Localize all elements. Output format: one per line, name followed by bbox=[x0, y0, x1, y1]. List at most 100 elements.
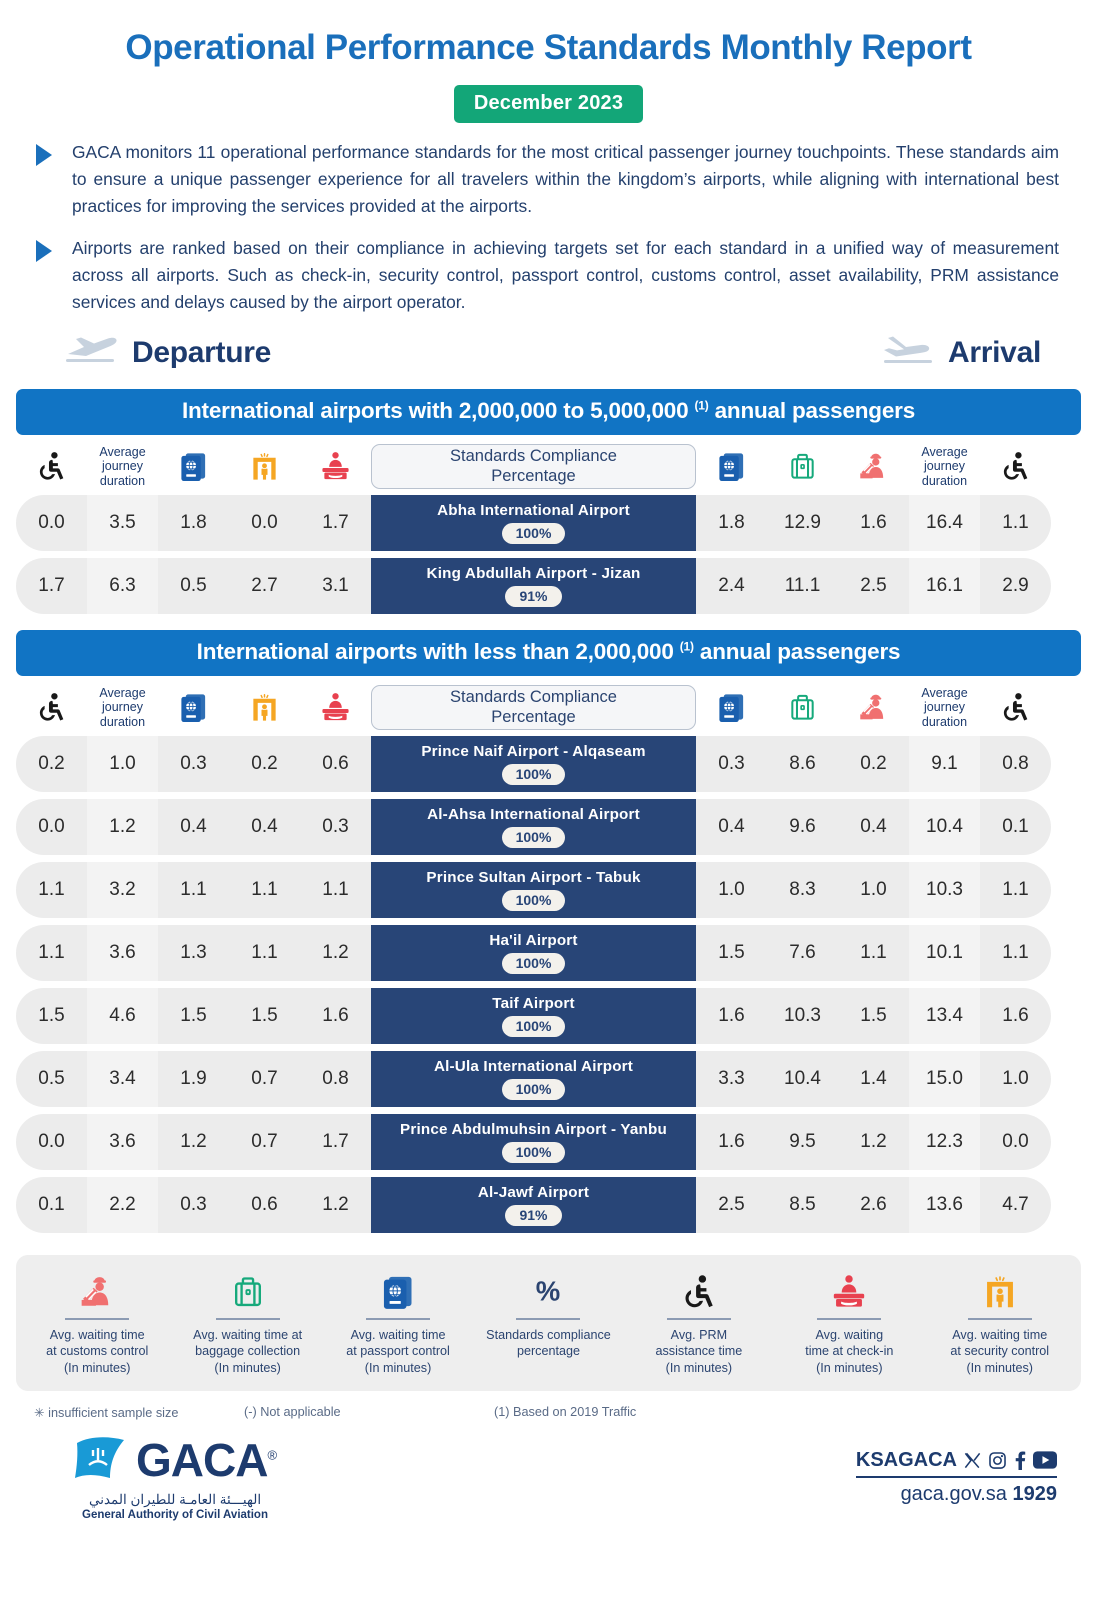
security-gate-icon bbox=[982, 1271, 1018, 1313]
table-row: 0.0 3.6 1.2 0.7 1.7 Prince Abdulmuhsin Airpor… bbox=[16, 1113, 1081, 1170]
instagram-icon[interactable] bbox=[988, 1451, 1007, 1470]
passport-icon-arrival bbox=[696, 680, 767, 736]
gaca-logo-top: GACA® bbox=[74, 1434, 277, 1487]
compliance-percentage-badge: 100% bbox=[501, 826, 566, 848]
cell-departure-4: 1.1 bbox=[300, 861, 371, 918]
compliance-percentage-badge: 91% bbox=[505, 585, 562, 607]
intro-paragraph-1: GACA monitors 11 operational performance… bbox=[72, 142, 1059, 216]
facebook-icon[interactable] bbox=[1013, 1451, 1027, 1470]
airport-compliance-cell: Ha'il Airport 100% bbox=[371, 924, 696, 981]
cell-arrival-3: 13.6 bbox=[909, 1176, 980, 1233]
baggage-icon bbox=[230, 1271, 266, 1313]
avg-journey-label: Average journey duration bbox=[99, 685, 146, 730]
airport-compliance-cell: King Abdullah Airport - Jizan 91% bbox=[371, 557, 696, 614]
airport-name: Ha'il Airport bbox=[489, 931, 578, 949]
footnote-insufficient-sample: ✳ insufficient sample size bbox=[34, 1405, 179, 1420]
airport-compliance-cell: Prince Abdulmuhsin Airport - Yanbu 100% bbox=[371, 1113, 696, 1170]
social-handle-text: KSAGACA bbox=[855, 1448, 957, 1471]
standards-compliance-header: Standards Compliance Percentage bbox=[371, 680, 696, 736]
table-row: 1.1 3.6 1.3 1.1 1.2 Ha'il Airport 100% 1.5 7.6 1.… bbox=[16, 924, 1081, 981]
cell-arrival-3: 16.1 bbox=[909, 557, 980, 614]
table-row: 0.0 1.2 0.4 0.4 0.3 Al-Ahsa International Air… bbox=[16, 798, 1081, 855]
cell-departure-4: 1.2 bbox=[300, 1176, 371, 1233]
standards-compliance-header: Standards Compliance Percentage bbox=[371, 439, 696, 495]
airport-name: Abha International Airport bbox=[437, 501, 630, 519]
legend-divider bbox=[666, 1317, 731, 1320]
airports-table-1: Average journey duration Standards Compli… bbox=[16, 439, 1081, 614]
percent-icon: % bbox=[530, 1271, 566, 1313]
sections-root: International airports with 2,000,000 to… bbox=[16, 388, 1081, 1233]
cell-arrival-4: 1.1 bbox=[980, 924, 1051, 981]
wheelchair-icon-arrival bbox=[980, 680, 1051, 736]
cell-departure-3: 0.0 bbox=[229, 494, 300, 551]
cell-arrival-2: 2.5 bbox=[838, 557, 909, 614]
cell-departure-4: 1.2 bbox=[300, 924, 371, 981]
cell-arrival-1: 8.6 bbox=[767, 735, 838, 792]
cell-arrival-0: 0.3 bbox=[696, 735, 767, 792]
cell-departure-1: 3.6 bbox=[87, 1113, 158, 1170]
banner-text-pre: International airports with 2,000,000 to… bbox=[181, 397, 689, 423]
legend-divider bbox=[516, 1317, 581, 1320]
registered-mark: ® bbox=[267, 1447, 277, 1463]
passport-icon bbox=[380, 1271, 416, 1313]
departure-arrival-header: Departure Arrival bbox=[64, 334, 1041, 373]
cell-departure-0: 0.1 bbox=[16, 1176, 87, 1233]
avg-journey-label: Average journey duration bbox=[921, 444, 968, 489]
legend-label: Avg. waiting time at baggage collection … bbox=[193, 1327, 303, 1375]
standards-compliance-label: Standards Compliance Percentage bbox=[371, 444, 696, 490]
table-row: 0.0 3.5 1.8 0.0 1.7 Abha International Airpor… bbox=[16, 494, 1081, 551]
cell-arrival-0: 1.6 bbox=[696, 1113, 767, 1170]
svg-text:%: % bbox=[536, 1275, 560, 1306]
cell-departure-3: 1.1 bbox=[229, 861, 300, 918]
customs-officer-icon-arrival bbox=[838, 680, 909, 736]
avg-journey-label: Average journey duration bbox=[99, 444, 146, 489]
cell-departure-1: 3.4 bbox=[87, 1050, 158, 1107]
cell-arrival-0: 1.0 bbox=[696, 861, 767, 918]
website-text[interactable]: gaca.gov.sa bbox=[900, 1482, 1007, 1505]
table-row: 1.5 4.6 1.5 1.5 1.6 Taif Airport 100% 1.6 10.3 1.… bbox=[16, 987, 1081, 1044]
airports-table-2: Average journey duration Standards Compli… bbox=[16, 680, 1081, 1233]
footnotes: ✳ insufficient sample size (-) Not appli… bbox=[16, 1405, 1081, 1420]
legend-label: Avg. waiting time at security control (I… bbox=[950, 1327, 1050, 1375]
gaca-logo-english: General Authority of Civil Aviation bbox=[82, 1508, 268, 1521]
cell-arrival-2: 0.4 bbox=[838, 798, 909, 855]
cell-arrival-1: 10.4 bbox=[767, 1050, 838, 1107]
cell-departure-3: 0.4 bbox=[229, 798, 300, 855]
customs-officer-icon bbox=[79, 1271, 115, 1313]
cell-departure-1: 3.5 bbox=[87, 494, 158, 551]
cell-departure-3: 0.7 bbox=[229, 1113, 300, 1170]
compliance-percentage-badge: 100% bbox=[501, 763, 566, 785]
cell-arrival-4: 4.7 bbox=[980, 1176, 1051, 1233]
cell-arrival-1: 11.1 bbox=[767, 557, 838, 614]
standards-compliance-label: Standards Compliance Percentage bbox=[371, 685, 696, 731]
x-twitter-icon[interactable] bbox=[963, 1451, 982, 1470]
cell-arrival-3: 10.1 bbox=[909, 924, 980, 981]
departure-plane-icon bbox=[64, 334, 122, 373]
arrival-plane-icon bbox=[880, 334, 938, 373]
gaca-logo: GACA® الهيـــئة العامـة للطيران المدني G… bbox=[74, 1434, 277, 1521]
header-avg-journey-duration-arrival: Average journey duration bbox=[909, 680, 980, 736]
cell-arrival-4: 0.1 bbox=[980, 798, 1051, 855]
arrival-group: Arrival bbox=[880, 334, 1041, 373]
airport-compliance-cell: Abha International Airport 100% bbox=[371, 494, 696, 551]
intro-paragraph-2: Airports are ranked based on their compl… bbox=[72, 238, 1059, 312]
cell-departure-3: 2.7 bbox=[229, 557, 300, 614]
legend-item: Avg. waiting time at passport control (I… bbox=[323, 1271, 473, 1377]
airport-name: Al-Jawf Airport bbox=[477, 1183, 590, 1201]
cell-arrival-3: 9.1 bbox=[909, 735, 980, 792]
social-block: KSAGACA gaca.gov.sa 1929 bbox=[855, 1448, 1057, 1506]
airport-name: Prince Naif Airport - Alqaseam bbox=[421, 742, 646, 760]
cell-arrival-2: 1.4 bbox=[838, 1050, 909, 1107]
legend-divider bbox=[817, 1317, 882, 1320]
legend-divider bbox=[65, 1317, 130, 1320]
triangle-bullet-icon bbox=[34, 143, 60, 172]
passport-icon-departure bbox=[158, 439, 229, 495]
check-in-desk-icon-departure bbox=[300, 439, 371, 495]
cell-departure-3: 1.1 bbox=[229, 924, 300, 981]
cell-arrival-4: 2.9 bbox=[980, 557, 1051, 614]
header-avg-journey-duration-arrival: Average journey duration bbox=[909, 439, 980, 495]
cell-arrival-1: 7.6 bbox=[767, 924, 838, 981]
youtube-icon[interactable] bbox=[1033, 1451, 1057, 1469]
banner-footnote-marker: (1) bbox=[679, 639, 694, 654]
wheelchair-icon-departure bbox=[16, 680, 87, 736]
